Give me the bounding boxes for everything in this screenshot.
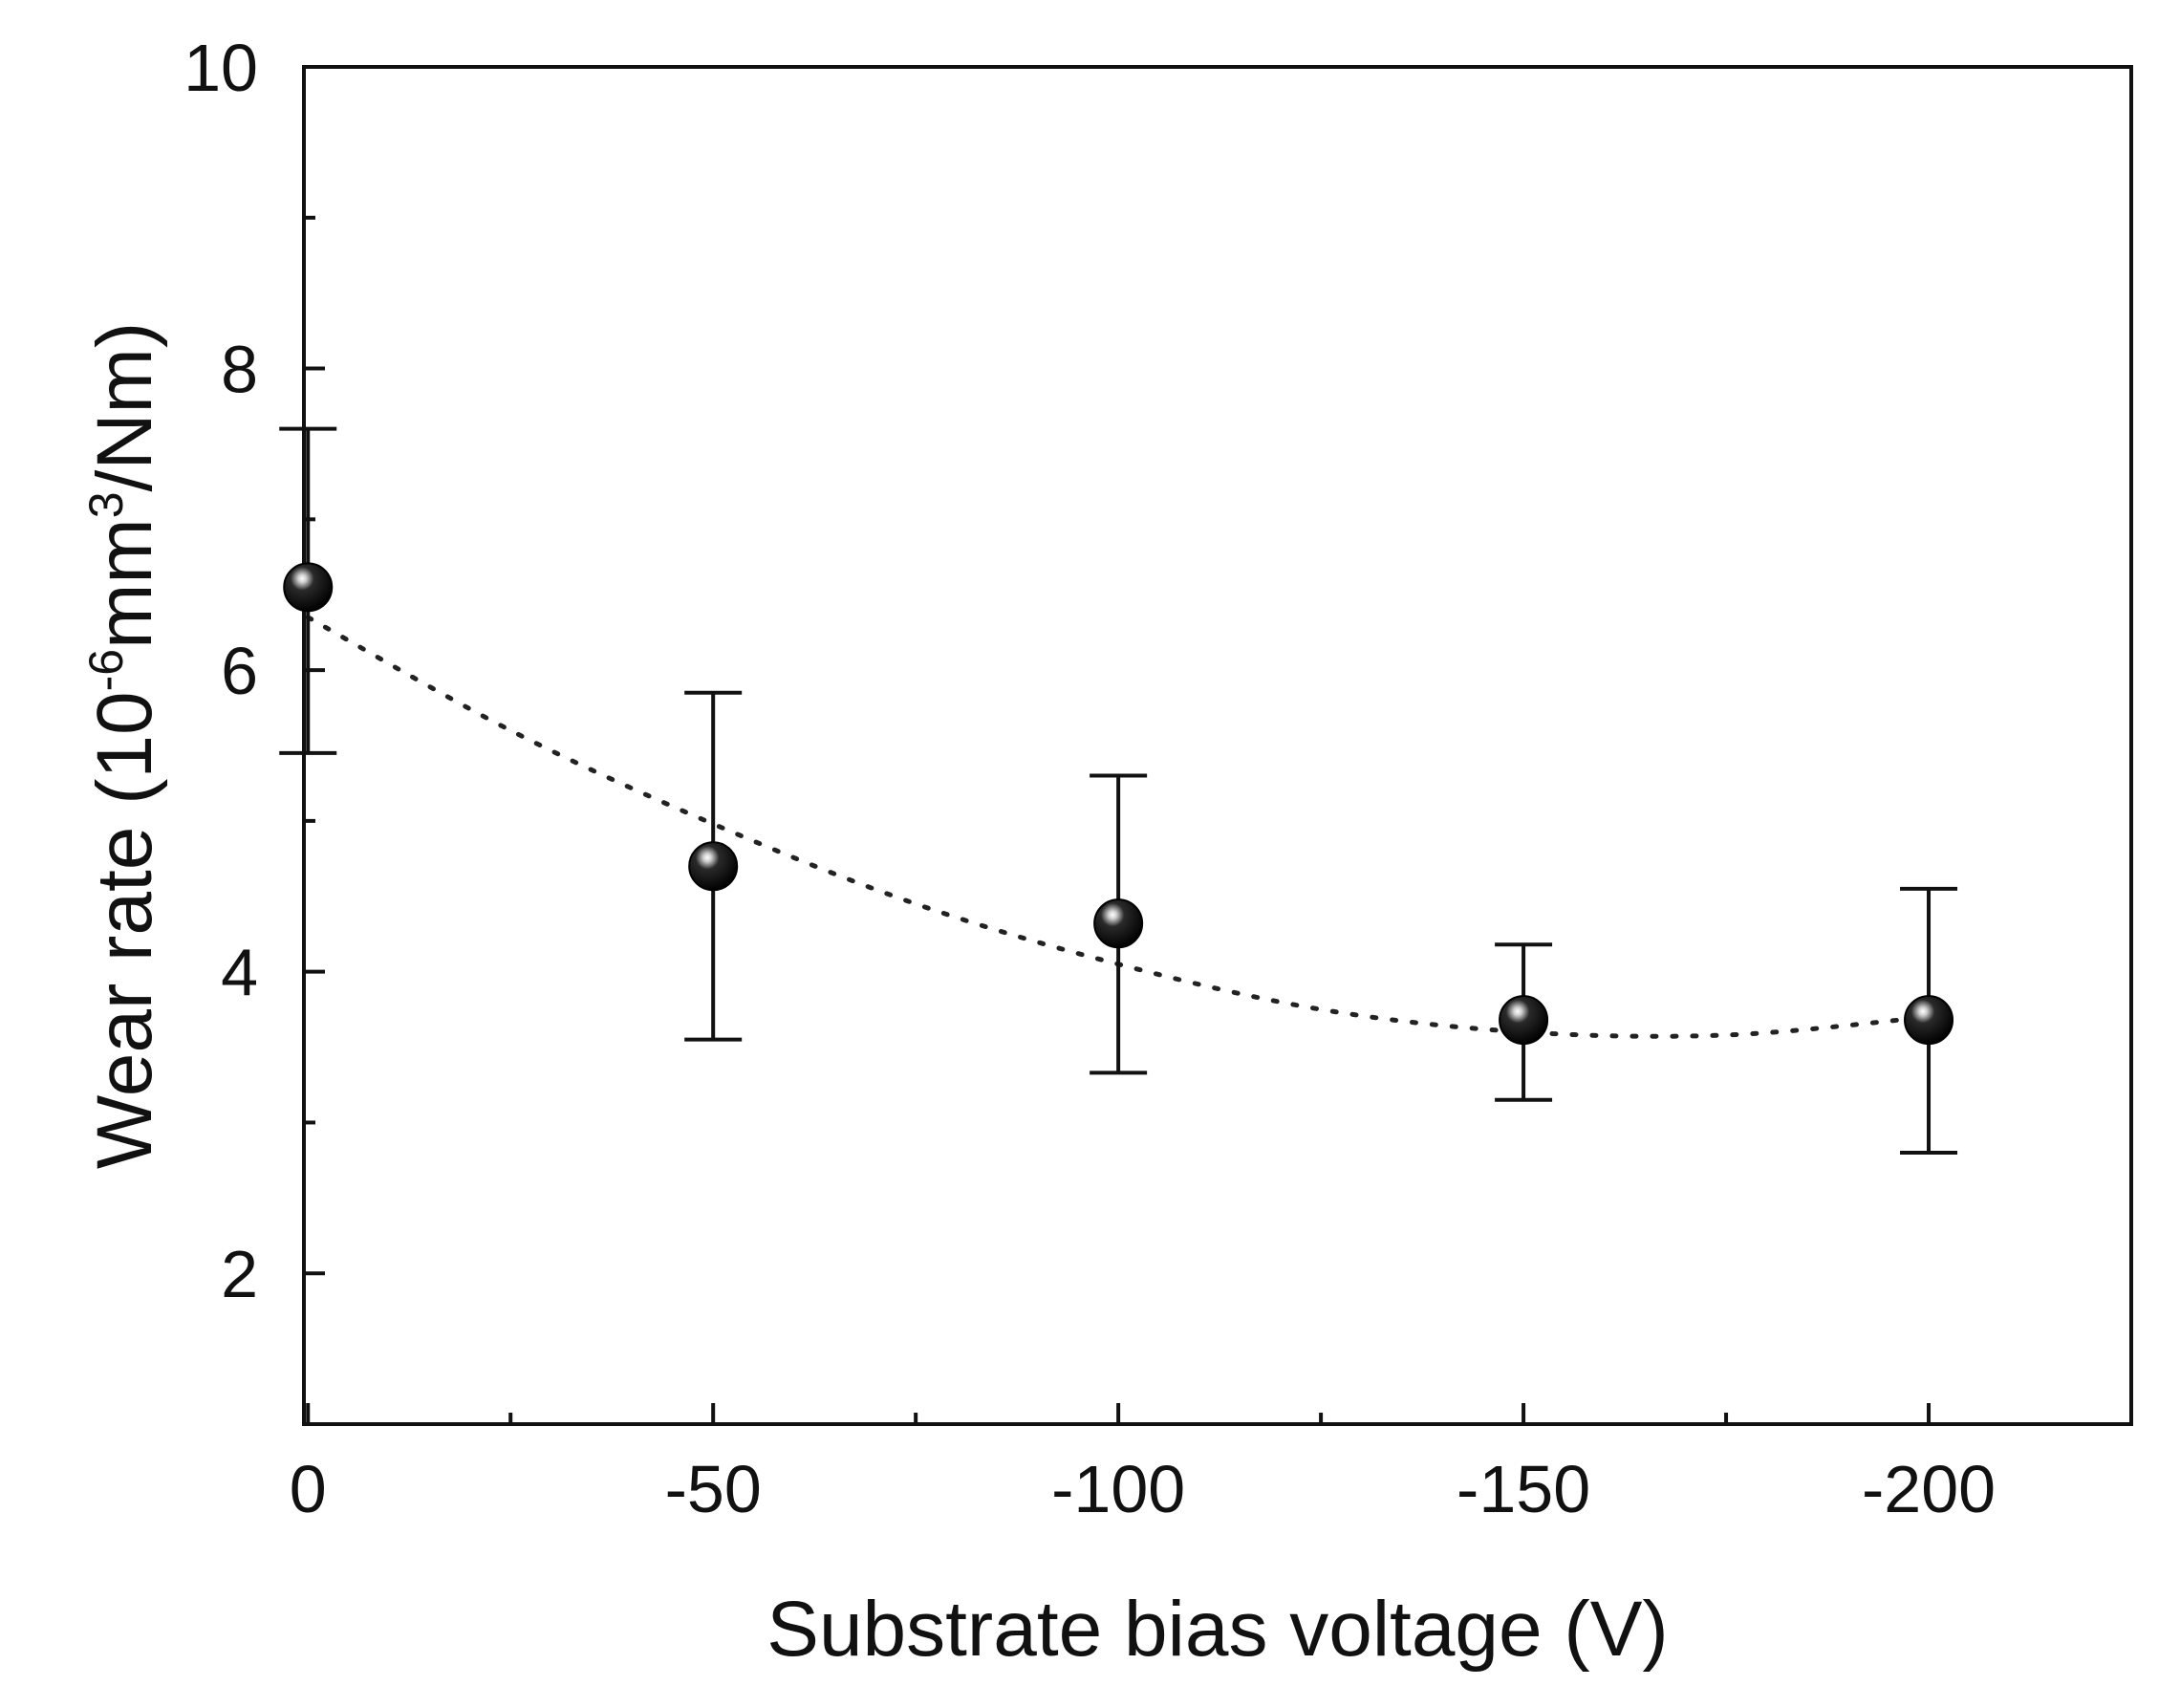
y-tick-label: 2 bbox=[221, 1237, 258, 1311]
y-axis-title-exp2: 3 bbox=[79, 491, 133, 518]
error-bar-layer bbox=[279, 426, 1958, 1155]
marker-layer bbox=[283, 562, 1954, 1046]
x-axis-ticks: 0 -50 -100 -150 -200 bbox=[290, 1403, 1996, 1526]
plot-frame bbox=[302, 65, 2133, 1426]
y-axis-title-prefix: Wear rate (10 bbox=[81, 691, 168, 1169]
trend-line bbox=[305, 615, 1932, 1039]
trend-line-layer bbox=[305, 615, 1932, 1039]
x-tick-label: -50 bbox=[665, 1452, 762, 1526]
y-tick-label: 10 bbox=[183, 31, 258, 105]
y-tick-label: 6 bbox=[221, 634, 258, 708]
y-axis-ticks: 2 4 6 8 10 bbox=[183, 31, 325, 1426]
data-point bbox=[1904, 995, 1954, 1046]
x-tick-label: -200 bbox=[1862, 1452, 1996, 1526]
y-axis-title-mid: mm bbox=[81, 518, 168, 649]
x-tick-label: -100 bbox=[1051, 1452, 1185, 1526]
data-point bbox=[1499, 995, 1549, 1046]
x-tick-label: -150 bbox=[1457, 1452, 1590, 1526]
y-tick-label: 4 bbox=[221, 936, 258, 1010]
y-axis-title: Wear rate (10-6mm3/Nm) bbox=[79, 322, 168, 1169]
y-tick-label: 8 bbox=[221, 333, 258, 407]
y-axis-title-exp1: -6 bbox=[79, 649, 133, 691]
x-axis-title: Substrate bias voltage (V) bbox=[766, 1586, 1668, 1673]
data-point bbox=[283, 562, 334, 613]
y-axis-title-suffix: /Nm) bbox=[81, 322, 168, 492]
data-point bbox=[688, 841, 739, 892]
x-tick-label: 0 bbox=[290, 1452, 327, 1526]
data-point bbox=[1093, 898, 1144, 949]
